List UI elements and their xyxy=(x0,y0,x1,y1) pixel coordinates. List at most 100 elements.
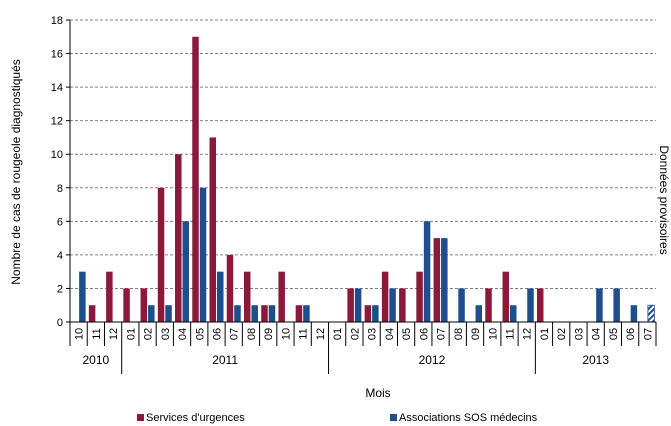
y-tick-label: 8 xyxy=(57,183,63,195)
bar-urgences-20 xyxy=(416,271,423,322)
provisional-annotation: Données provisoires xyxy=(657,145,671,254)
bar-sos-13 xyxy=(303,305,310,322)
bar-sos-22 xyxy=(458,288,465,322)
bar-urgences-11 xyxy=(261,305,268,322)
bar-urgences-13 xyxy=(295,305,303,322)
bar-sos-16 xyxy=(354,288,362,322)
x-tick-label-month: 01 xyxy=(539,328,551,340)
y-tick-label: 2 xyxy=(57,283,63,295)
bar-sos-18 xyxy=(389,288,396,322)
x-tick-label-month: 12 xyxy=(108,328,120,340)
bar-sos-5 xyxy=(165,305,172,322)
legend-swatch-urgences xyxy=(137,414,144,421)
x-tick-label-month: 07 xyxy=(436,328,448,340)
bar-sos-7 xyxy=(199,187,207,322)
bar-sos-17 xyxy=(372,305,379,322)
x-tick-label-month: 09 xyxy=(263,328,275,340)
x-tick-label-month: 04 xyxy=(384,328,396,340)
x-tick-labels: 10 11 12 01 02 03 04 05 06 07 08 09 10 11 12 01 02 03 04 05… xyxy=(74,328,655,340)
x-tick-label-month: 04 xyxy=(591,328,603,340)
year-label: 2013 xyxy=(582,353,609,367)
bar-urgences-9 xyxy=(226,254,234,322)
bar-sos-20 xyxy=(423,221,431,322)
bar-sos-26 xyxy=(527,288,534,322)
bar-urgences-3 xyxy=(123,288,130,322)
bar-sos-30 xyxy=(596,288,603,322)
bar-sos-25 xyxy=(510,305,517,322)
bar-sos-32 xyxy=(630,305,638,322)
x-tick-label-month: 05 xyxy=(194,328,206,340)
y-tick-label: 4 xyxy=(57,250,63,262)
bar-urgences-21 xyxy=(433,238,441,322)
bar-urgences-1 xyxy=(88,305,96,322)
bar-sos-8 xyxy=(217,271,224,322)
x-tick-label-month: 08 xyxy=(246,328,258,340)
x-tick-label-month: 11 xyxy=(298,328,310,339)
x-tick-label-month: 08 xyxy=(453,328,465,340)
x-tick-label-month: 02 xyxy=(143,328,155,340)
bar-sos-33 xyxy=(647,304,655,323)
x-tick-label-month: 02 xyxy=(349,328,361,340)
legend-swatch-sos xyxy=(390,414,397,421)
year-labels: 2010 2011 2012 2013 xyxy=(83,353,610,367)
bar-urgences-24 xyxy=(485,288,492,322)
bar-urgences-18 xyxy=(381,271,389,322)
bar-sos-9 xyxy=(234,305,241,322)
bar-sos-6 xyxy=(182,221,190,322)
bar-sos-23 xyxy=(475,305,483,322)
bar-sos-10 xyxy=(251,305,258,322)
x-tick-label-month: 04 xyxy=(177,328,189,340)
x-tick-label-month: 02 xyxy=(556,328,568,340)
bar-urgences-27 xyxy=(536,288,544,322)
x-tick-label-month: 11 xyxy=(91,328,103,339)
x-tick-label-month: 12 xyxy=(522,328,534,340)
bars xyxy=(79,36,655,323)
bar-urgences-8 xyxy=(209,137,216,322)
x-tick-label-month: 10 xyxy=(74,328,86,340)
y-tick-label: 14 xyxy=(51,82,63,94)
year-label: 2011 xyxy=(212,353,238,367)
bar-urgences-12 xyxy=(278,271,285,322)
y-tick-label: 0 xyxy=(57,317,63,329)
legend-label-sos: Associations SOS médecins xyxy=(399,412,538,424)
x-tick-label-month: 07 xyxy=(229,328,241,340)
bar-urgences-5 xyxy=(157,187,165,322)
bar-urgences-25 xyxy=(502,271,509,322)
y-tick-label: 6 xyxy=(57,216,63,228)
y-tick-label: 18 xyxy=(51,15,63,27)
legend: Services d'urgences Associations SOS méd… xyxy=(137,412,538,424)
x-tick-label-month: 07 xyxy=(642,328,654,340)
x-tick-label-month: 10 xyxy=(487,328,499,340)
bar-urgences-4 xyxy=(140,288,148,322)
x-tick-label-month: 06 xyxy=(212,328,224,340)
bar-sos-4 xyxy=(148,305,155,322)
x-tick-label-month: 05 xyxy=(401,328,413,340)
bar-sos-11 xyxy=(268,305,276,322)
gridlines xyxy=(66,19,656,323)
x-tick-label-month: 10 xyxy=(280,328,292,340)
bar-urgences-16 xyxy=(347,288,354,322)
legend-label-urgences: Services d'urgences xyxy=(146,412,245,424)
y-tick-label: 10 xyxy=(51,149,63,161)
year-label: 2010 xyxy=(83,353,110,367)
x-tick-label-month: 06 xyxy=(625,328,637,340)
x-tick-label-month: 01 xyxy=(125,328,137,340)
bar-urgences-6 xyxy=(175,154,182,322)
y-tick-label: 12 xyxy=(51,116,63,128)
x-tick-label-month: 05 xyxy=(608,328,620,340)
x-tick-label-month: 03 xyxy=(160,328,172,340)
x-tick-label-month: 09 xyxy=(470,328,482,340)
bar-urgences-17 xyxy=(364,305,372,322)
x-tick-label-month: 12 xyxy=(315,328,327,340)
bar-urgences-2 xyxy=(106,271,113,322)
year-label: 2012 xyxy=(419,353,446,367)
x-axis-label: Mois xyxy=(365,386,390,400)
bar-urgences-19 xyxy=(399,288,406,322)
bar-urgences-7 xyxy=(192,36,199,323)
x-tick-label-month: 11 xyxy=(505,328,517,339)
x-tick-label-month: 03 xyxy=(367,328,379,340)
y-axis-label: Nombre de cas de rougeole diagnostiqués xyxy=(9,59,23,284)
x-tick-label-month: 03 xyxy=(573,328,585,340)
bar-sos-31 xyxy=(613,288,620,322)
